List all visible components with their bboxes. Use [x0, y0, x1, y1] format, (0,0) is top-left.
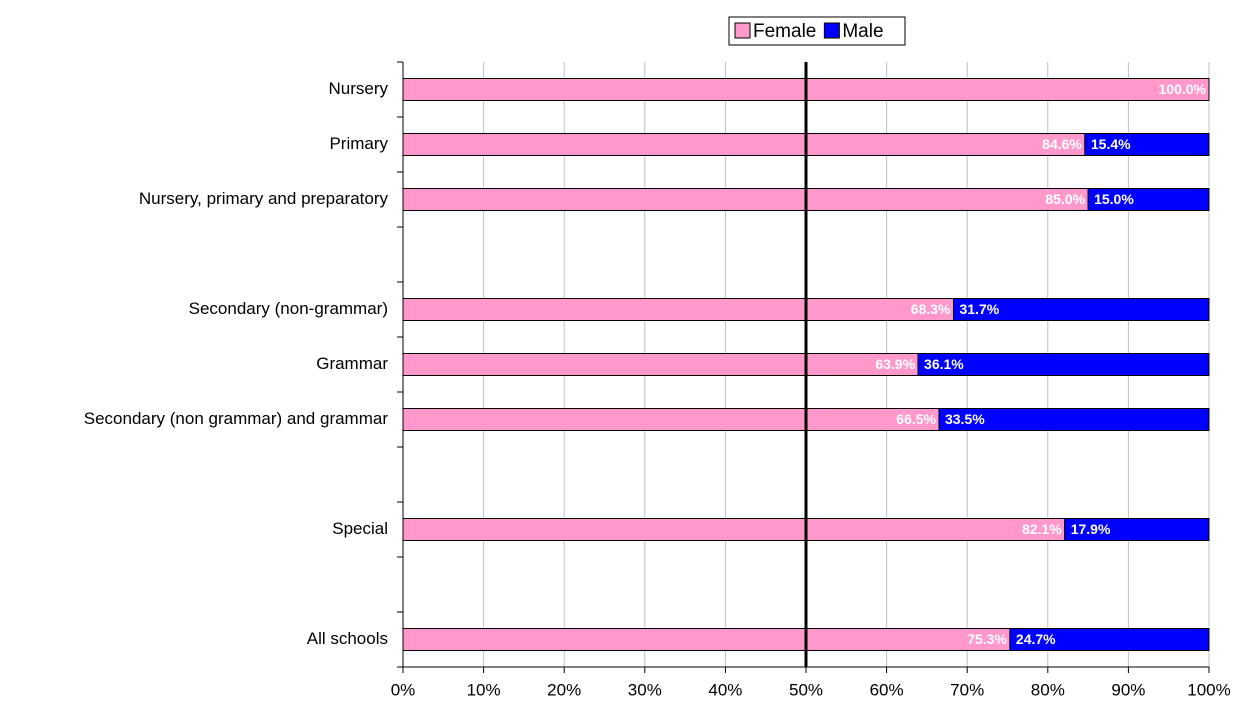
category-label: Nursery [328, 79, 388, 98]
bar-segment [952, 298, 1210, 321]
x-tick-label: 60% [870, 680, 904, 699]
x-tick-label: 40% [708, 680, 742, 699]
bar-segment [402, 353, 919, 376]
value-label: 85.0% [1045, 191, 1085, 207]
category-label: Secondary (non-grammar) [189, 299, 388, 318]
value-label: 82.1% [1022, 521, 1062, 537]
value-label: 15.0% [1094, 191, 1134, 207]
bar-segment [402, 133, 1086, 156]
legend-swatch [734, 22, 751, 39]
x-tick-label: 50% [789, 680, 823, 699]
category-label: Grammar [316, 354, 388, 373]
bar-segment [1087, 188, 1210, 211]
x-tick-label: 80% [1031, 680, 1065, 699]
bar-segment [917, 353, 1210, 376]
bar-segment [1084, 133, 1210, 156]
bar-segment [402, 518, 1066, 541]
legend-label: Female [753, 21, 816, 42]
bar-segment [402, 408, 940, 431]
value-label: 36.1% [924, 356, 964, 372]
value-label: 24.7% [1016, 631, 1056, 647]
x-tick-label: 90% [1111, 680, 1145, 699]
x-tick-label: 70% [950, 680, 984, 699]
category-label: Nursery, primary and preparatory [139, 189, 389, 208]
value-label: 75.3% [967, 631, 1007, 647]
bar-segment [1064, 518, 1210, 541]
value-label: 66.5% [896, 411, 936, 427]
value-label: 33.5% [945, 411, 985, 427]
category-label: Special [332, 519, 388, 538]
legend-label: Male [842, 21, 883, 42]
category-label: Primary [329, 134, 388, 153]
bar-segment [402, 298, 954, 321]
value-label: 15.4% [1091, 136, 1131, 152]
x-tick-label: 30% [628, 680, 662, 699]
bar-segment [402, 188, 1089, 211]
x-tick-label: 20% [547, 680, 581, 699]
bar-segment [938, 408, 1210, 431]
value-label: 17.9% [1071, 521, 1111, 537]
value-label: 31.7% [959, 301, 999, 317]
x-tick-label: 0% [391, 680, 416, 699]
x-tick-label: 10% [467, 680, 501, 699]
value-label: 68.3% [911, 301, 951, 317]
category-label: Secondary (non grammar) and grammar [84, 409, 389, 428]
category-label: All schools [307, 629, 388, 648]
bar-segment [402, 628, 1011, 651]
value-label: 63.9% [875, 356, 915, 372]
legend-box [728, 16, 906, 46]
value-label: 84.6% [1042, 136, 1082, 152]
legend-swatch [823, 22, 840, 39]
value-label: 100.0% [1159, 81, 1207, 97]
x-tick-label: 100% [1187, 680, 1230, 699]
bar-segment [1009, 628, 1210, 651]
